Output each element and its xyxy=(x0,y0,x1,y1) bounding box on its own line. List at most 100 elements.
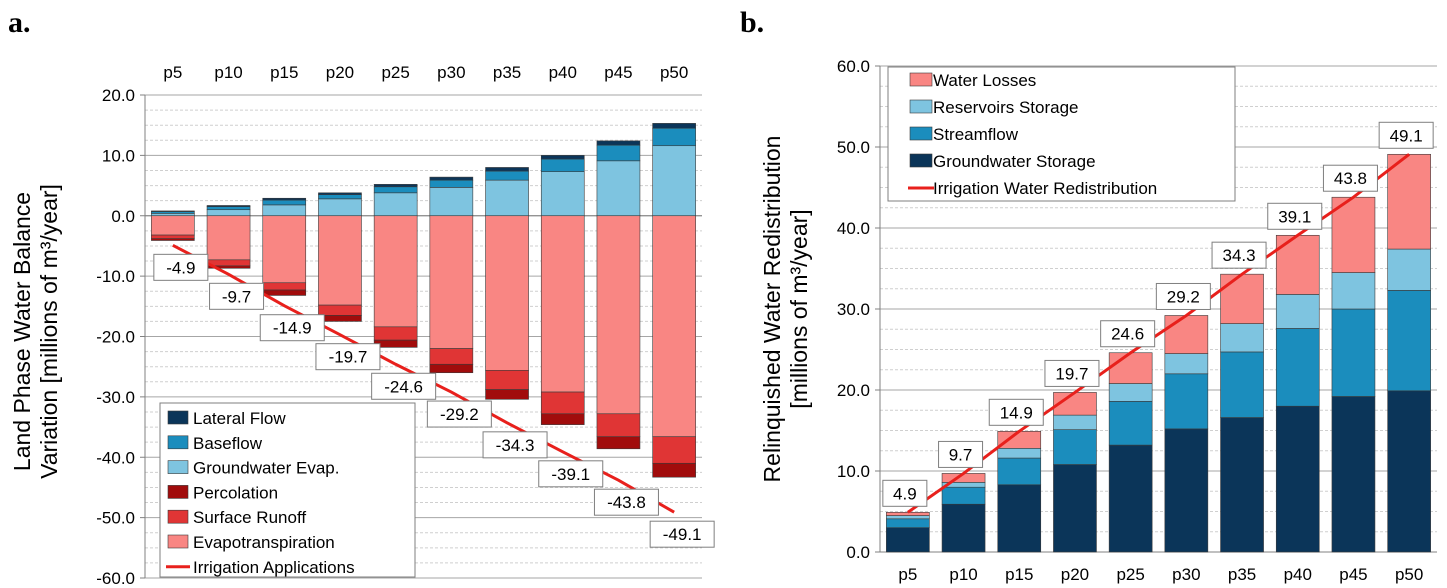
bar-segment xyxy=(1164,315,1209,354)
x-tick-label: p15 xyxy=(270,63,298,82)
bar-segment xyxy=(886,512,930,516)
data-label-box xyxy=(649,520,715,548)
data-label-box xyxy=(1044,359,1100,387)
legend-label: Surface Runoff xyxy=(193,508,306,527)
data-label: -19.7 xyxy=(329,348,368,367)
bar-segment xyxy=(206,206,251,211)
data-label-box xyxy=(882,479,928,507)
bar-segment xyxy=(1108,383,1153,402)
data-label-box xyxy=(1155,282,1211,310)
data-label: 34.3 xyxy=(1223,246,1256,265)
data-label-box xyxy=(153,253,209,281)
data-label-box xyxy=(426,400,492,428)
bar-segment xyxy=(429,187,474,217)
bar-segment xyxy=(997,457,1042,486)
bar-segment xyxy=(262,204,307,217)
bar-segment xyxy=(1331,272,1376,310)
bar-segment xyxy=(151,215,195,236)
bar-segment xyxy=(318,315,362,322)
x-tick-label: p5 xyxy=(163,63,182,82)
x-tick-label: p15 xyxy=(1005,565,1033,584)
y-tick-label: -60.0 xyxy=(96,569,135,588)
legend-swatch xyxy=(167,435,189,450)
x-tick-label: p40 xyxy=(1284,565,1312,584)
bar-segment xyxy=(151,238,195,241)
bar-segment xyxy=(262,215,307,284)
legend-box xyxy=(887,66,1236,202)
data-label-box xyxy=(1378,121,1434,149)
bar-segment xyxy=(373,192,418,217)
data-label-box xyxy=(538,460,604,488)
bar-segment xyxy=(373,326,418,341)
legend-label: Groundwater Evap. xyxy=(193,459,339,478)
data-label-box xyxy=(259,314,325,342)
data-label: -34.3 xyxy=(496,436,535,455)
y-tick-label: -10.0 xyxy=(96,267,135,286)
bar-segment xyxy=(429,348,474,365)
x-tick-label: p45 xyxy=(1339,565,1367,584)
y-tick-label: 30.0 xyxy=(837,300,870,319)
bar-segment xyxy=(151,210,195,212)
data-label-box xyxy=(315,343,381,371)
bar-segment xyxy=(151,213,195,217)
bar-segment xyxy=(997,448,1042,459)
bar-segment xyxy=(540,391,585,415)
bar-segment xyxy=(1387,390,1431,553)
bar-segment xyxy=(318,215,362,306)
data-label: 39.1 xyxy=(1278,207,1311,226)
data-label: 4.9 xyxy=(893,484,917,503)
x-tick-label: p10 xyxy=(949,565,977,584)
bar-segment xyxy=(596,140,641,146)
bar-segment xyxy=(1387,248,1431,291)
bar-segment xyxy=(318,304,362,316)
bar-segment xyxy=(540,171,585,217)
y-tick-label: 60.0 xyxy=(837,57,870,76)
x-tick-label: p50 xyxy=(1395,565,1423,584)
legend-swatch xyxy=(167,534,189,549)
bar-segment xyxy=(1164,353,1209,375)
bar-segment xyxy=(206,205,251,207)
bar-segment xyxy=(262,282,307,291)
panel-a-letter: a. xyxy=(8,6,31,39)
bar-segment xyxy=(1331,308,1376,397)
bar-segment xyxy=(1275,405,1320,553)
x-tick-label: p5 xyxy=(898,565,917,584)
y-tick-label: 40.0 xyxy=(837,219,870,238)
bar-segment xyxy=(373,184,418,188)
x-tick-label: p25 xyxy=(381,63,409,82)
x-tick-label: p35 xyxy=(493,63,521,82)
bar-segment xyxy=(318,194,362,200)
bar-segment xyxy=(373,186,418,194)
data-label-box xyxy=(1211,241,1267,269)
data-label: -4.9 xyxy=(166,258,195,277)
data-label: 43.8 xyxy=(1334,169,1367,188)
legend-label: Streamflow xyxy=(933,125,1019,144)
bar-segment xyxy=(1220,323,1264,353)
bar-segment xyxy=(1331,396,1376,553)
x-tick-label: p30 xyxy=(1172,565,1200,584)
data-label: 19.7 xyxy=(1055,364,1088,383)
x-tick-label: p40 xyxy=(549,63,577,82)
bar-segment xyxy=(151,234,195,239)
bar-segment xyxy=(540,413,585,425)
bar-segment xyxy=(1275,234,1320,295)
y-axis-title: Relinquished Water Redistribution xyxy=(759,136,785,483)
legend-swatch xyxy=(909,72,933,87)
legend-swatch xyxy=(909,126,933,141)
y-tick-label: 0.0 xyxy=(111,207,135,226)
bar-segment xyxy=(429,176,474,181)
y-tick-label: -20.0 xyxy=(96,328,135,347)
y-tick-label: 20.0 xyxy=(837,381,870,400)
bar-segment xyxy=(262,197,307,201)
bar-segment xyxy=(596,144,641,162)
legend-label: Evapotranspiration xyxy=(193,533,335,552)
data-label: -9.7 xyxy=(222,287,251,306)
chart-panel-a: a. 20.0 10.0 0.0 -10.0 -20.0 -30.0 -40.0 -50.0 -6… xyxy=(8,6,715,588)
data-label-box xyxy=(1100,320,1156,348)
legend-label: Irrigation Water Redistribution xyxy=(933,179,1157,198)
bar-segment xyxy=(596,413,641,438)
bar-segment xyxy=(485,170,529,181)
legend-swatch xyxy=(909,99,933,114)
panel-b-letter: b. xyxy=(740,6,764,39)
